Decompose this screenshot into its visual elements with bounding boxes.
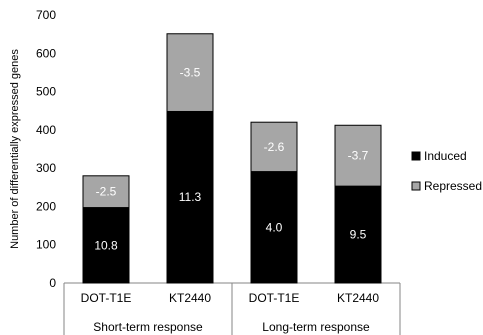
- bar-segment-repressed: [82, 175, 130, 209]
- data-label: 10.8: [94, 238, 118, 252]
- y-tick-label: 300: [36, 161, 56, 175]
- bar-segment-repressed: [250, 121, 298, 173]
- y-axis: 0 100 200 300 400 500 600 700 Number of differen…: [9, 8, 56, 290]
- bar-segment-repressed: [166, 33, 214, 112]
- y-axis-title: Number of differentially expressed genes: [9, 49, 21, 249]
- data-label: -3.5: [180, 66, 201, 80]
- x-axis: DOT-T1E KT2440 DOT-T1E KT2440 Short-term res…: [81, 291, 380, 334]
- data-label: 11.3: [179, 190, 202, 204]
- y-tick-label: 600: [36, 46, 56, 60]
- y-tick-label: 700: [36, 8, 56, 22]
- y-tick-label: 500: [36, 85, 56, 99]
- data-label: -2.6: [264, 140, 285, 154]
- data-label: -2.5: [96, 185, 117, 199]
- x-tick-label: KT2440: [337, 291, 379, 305]
- bar-segment-induced: [82, 207, 130, 284]
- legend: Induced Repressed: [411, 149, 482, 193]
- bar-segment-induced: [166, 110, 214, 284]
- legend-label: Induced: [424, 149, 467, 163]
- x-tick-label: DOT-T1E: [249, 291, 300, 305]
- data-label: 9.5: [350, 228, 367, 242]
- y-tick-label: 200: [36, 199, 56, 213]
- x-group-label: Short-term response: [93, 320, 203, 334]
- bar-segment-repressed: [334, 124, 382, 187]
- legend-swatch-induced: [411, 151, 421, 161]
- bars: [82, 33, 382, 284]
- data-labels: 10.8 -2.5 11.3 -3.5 4.0 -2.6 9.5 -3.7: [94, 66, 368, 253]
- x-tick-label: DOT-T1E: [81, 291, 132, 305]
- data-label: -3.7: [348, 149, 369, 163]
- y-tick-label: 100: [36, 238, 56, 252]
- data-label: 4.0: [266, 220, 283, 234]
- bar-segment-induced: [250, 171, 298, 284]
- legend-label: Repressed: [424, 179, 482, 193]
- y-tick-label: 400: [36, 123, 56, 137]
- bar-segment-induced: [334, 185, 382, 284]
- x-group-label: Long-term response: [262, 320, 370, 334]
- x-tick-label: KT2440: [169, 291, 211, 305]
- y-tick-label: 0: [49, 276, 56, 290]
- legend-swatch-repressed: [411, 181, 421, 191]
